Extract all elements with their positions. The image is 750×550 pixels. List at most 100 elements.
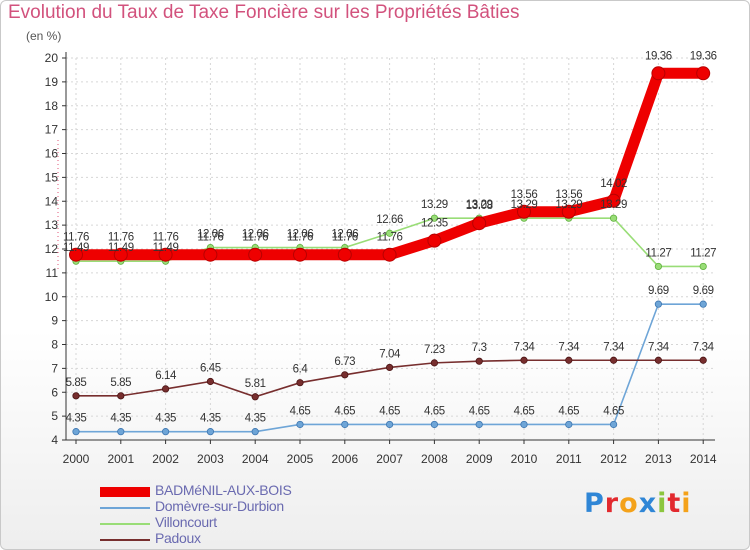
y-tick-label: 11	[46, 266, 59, 280]
data-label-domevre: 4.65	[290, 405, 311, 417]
data-label-padoux: 5.81	[245, 378, 266, 390]
x-tick-label: 2004	[242, 452, 269, 466]
data-point-domevre	[520, 420, 528, 429]
data-point-badmenil	[293, 247, 307, 262]
data-label-padoux: 5.85	[110, 377, 131, 389]
data-label-badmenil: 19.36	[690, 50, 717, 62]
logo-letter: i	[681, 488, 692, 519]
data-label-villoncourt: 13.29	[555, 199, 582, 211]
y-tick-label: 7	[51, 361, 58, 375]
x-tick-label: 2014	[690, 452, 717, 466]
data-point-domevre	[430, 420, 438, 429]
data-label-villoncourt: 12.06	[331, 229, 358, 241]
logo-letter: t	[667, 488, 682, 519]
data-label-padoux: 7.3	[472, 342, 487, 354]
data-point-padoux	[72, 392, 80, 400]
data-label-villoncourt: 13.29	[466, 199, 493, 211]
data-label-villoncourt: 13.29	[511, 199, 538, 211]
data-point-padoux	[699, 356, 707, 364]
data-point-villoncourt	[699, 262, 707, 271]
data-label-padoux: 7.34	[648, 341, 670, 353]
x-tick-label: 2003	[197, 452, 224, 466]
logo-letter: x	[638, 488, 658, 519]
data-label-villoncourt: 11.49	[63, 242, 89, 254]
x-tick-label: 2012	[600, 452, 627, 466]
data-label-villoncourt: 12.06	[197, 229, 224, 241]
data-point-domevre	[206, 428, 214, 436]
y-tick-label: 5	[51, 409, 58, 423]
data-label-badmenil: 13.56	[555, 189, 582, 201]
data-point-badmenil	[517, 204, 531, 219]
data-point-badmenil	[203, 247, 218, 262]
data-point-domevre	[565, 420, 573, 429]
data-point-padoux	[117, 392, 125, 400]
data-label-domevre: 4.35	[110, 413, 131, 425]
data-point-villoncourt	[609, 214, 618, 222]
data-label-domevre: 4.35	[66, 413, 87, 425]
data-label-domevre: 4.65	[514, 405, 535, 417]
data-point-padoux	[475, 357, 483, 365]
y-tick-label: 12	[45, 242, 59, 256]
data-point-badmenil	[427, 233, 442, 248]
data-label-badmenil: 11.76	[153, 232, 179, 244]
data-label-padoux: 6.4	[293, 364, 309, 376]
data-point-badmenil	[113, 247, 128, 262]
y-tick-label: 18	[45, 99, 59, 113]
data-label-padoux: 7.23	[424, 344, 445, 356]
data-label-padoux: 7.34	[603, 341, 625, 353]
data-point-padoux	[251, 393, 259, 401]
legend-label-badmenil: BADMéNIL-AUX-BOIS	[155, 482, 292, 498]
data-point-domevre	[385, 420, 394, 429]
axes: 4 5 6 7 8 9 10 11 12 13 14 15 16 17 18 19 20 2000 2001 2002…	[45, 51, 717, 466]
data-point-domevre	[699, 300, 707, 308]
data-label-villoncourt: 11.27	[645, 247, 671, 259]
legend-label-villoncourt: Villoncourt	[155, 514, 217, 530]
y-tick-label: 6	[51, 385, 58, 399]
logo-letter: P	[584, 488, 605, 519]
logo-letter: i	[657, 488, 668, 519]
data-point-badmenil	[606, 193, 621, 208]
y-tick-label: 4	[51, 433, 58, 447]
x-tick-label: 2001	[107, 452, 134, 466]
data-label-padoux: 6.45	[200, 363, 221, 375]
x-tick-label: 2005	[287, 452, 314, 466]
y-axis-unit: (en %)	[26, 29, 62, 43]
series-layer	[69, 66, 711, 436]
legend-swatch-badmenil	[100, 487, 150, 497]
data-label-domevre: 4.35	[200, 413, 221, 425]
y-tick-label: 13	[45, 218, 59, 232]
legend-swatch-padoux	[100, 539, 150, 541]
legend-label-domevre: Domèvre-sur-Durbion	[155, 498, 284, 514]
x-tick-label: 2007	[376, 452, 403, 466]
x-tick-label: 2009	[466, 452, 493, 466]
data-label-badmenil: 19.36	[645, 50, 672, 62]
data-point-padoux	[206, 377, 214, 386]
data-label-domevre: 4.35	[155, 413, 176, 425]
data-label-padoux: 7.34	[514, 341, 536, 353]
x-tick-label: 2002	[152, 452, 179, 466]
legend-swatch-villoncourt	[100, 523, 150, 525]
data-label-badmenil: 11.76	[63, 232, 89, 244]
data-label-padoux: 6.14	[155, 370, 177, 382]
x-tick-label: 2000	[63, 452, 90, 466]
data-label-badmenil: 11.76	[287, 232, 313, 244]
x-tick-label: 2011	[556, 452, 582, 466]
legend-label-padoux: Padoux	[155, 530, 201, 546]
data-point-padoux	[520, 356, 528, 364]
x-tick-label: 2006	[331, 452, 358, 466]
data-point-badmenil	[69, 247, 83, 262]
data-point-padoux	[609, 356, 618, 364]
data-label-domevre: 4.65	[558, 405, 579, 417]
data-point-domevre	[609, 420, 618, 429]
legend-swatch-domevre	[100, 507, 150, 509]
y-tick-label: 9	[51, 314, 58, 328]
data-label-badmenil: 14.02	[600, 178, 627, 190]
data-point-domevre	[162, 428, 170, 436]
data-label-badmenil: 11.76	[377, 232, 403, 244]
data-label-padoux: 7.34	[693, 341, 715, 353]
y-tick-label: 15	[45, 170, 59, 184]
x-tick-label: 2013	[645, 452, 672, 466]
data-label-badmenil: 11.76	[332, 232, 358, 244]
proxiti-logo: Proxiti	[584, 488, 692, 519]
